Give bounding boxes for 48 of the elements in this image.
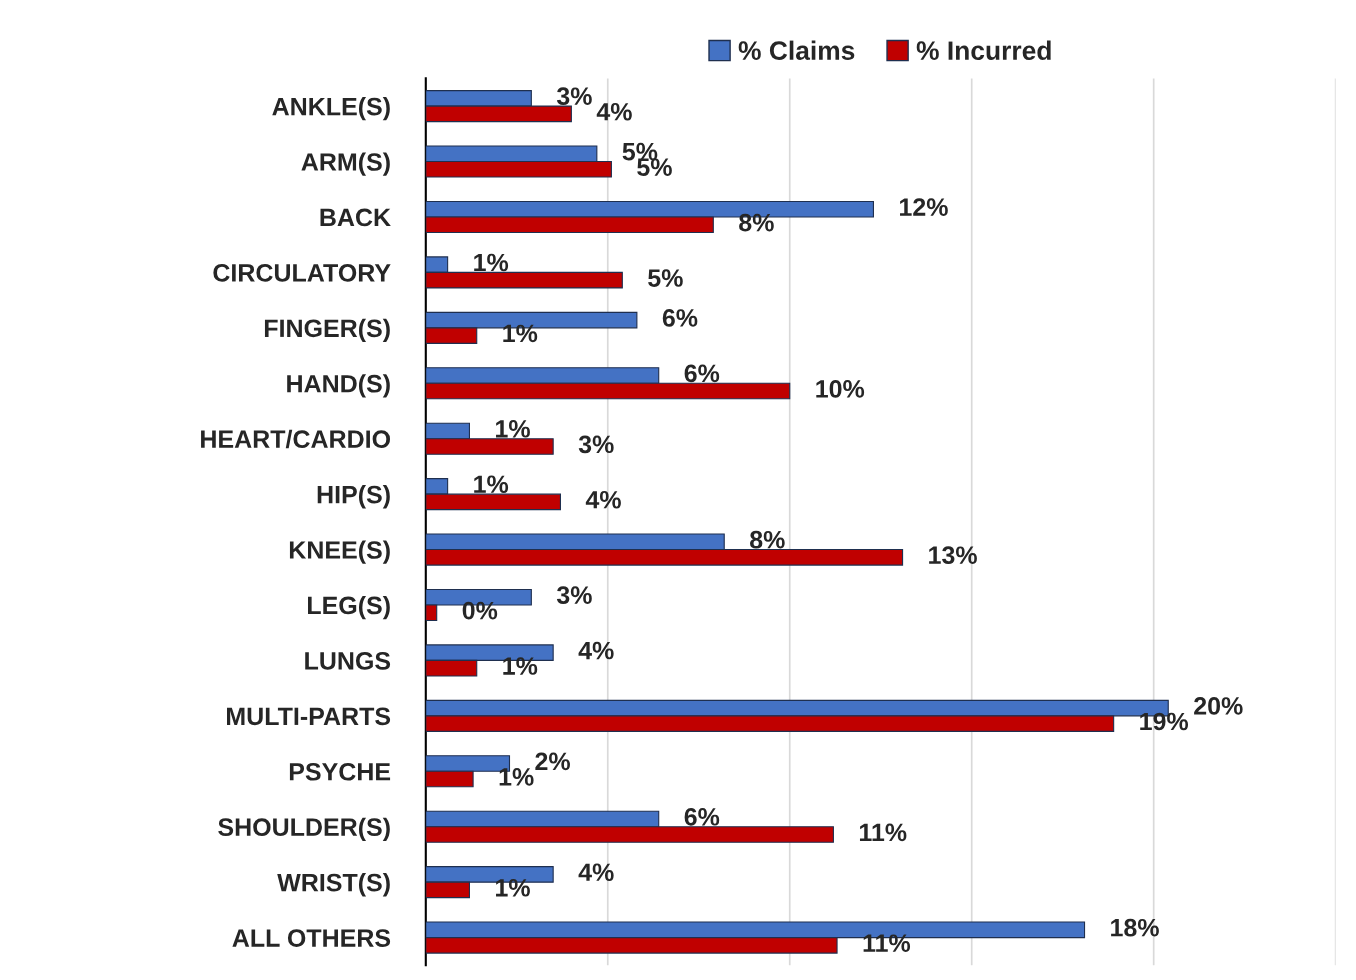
data-label: 12% [900,198,948,216]
y-tick-label: SHOULDER(S) [218,817,390,841]
data-label: 3% [556,586,592,604]
y-tick-label: KNEE(S) [289,540,390,564]
data-label: 6% [684,364,720,383]
data-label: 1% [503,324,538,343]
data-label: 1% [496,878,530,897]
y-tick-label: ALL OTHERS [232,929,391,947]
legend-label: % Claims [738,40,855,60]
data-label: 10% [816,380,865,398]
data-label: 0% [462,601,498,620]
data-label: 2% [535,752,570,771]
y-tick-label: LUNGS [305,652,391,670]
y-tick-label: HEART/CARDIO [201,429,391,449]
y-tick-label: CIRCULATORY [213,264,391,282]
data-label: 4% [596,102,632,121]
data-label: 1% [474,253,509,272]
y-tick-label: PSYCHE [289,762,391,781]
y-tick-label: HIP(S) [317,485,390,509]
data-label: 6% [684,807,720,826]
y-tick-label: BACK [320,208,391,227]
data-label: 19% [1140,712,1189,731]
data-label: 5% [648,269,683,287]
y-tick-label: ARM(S) [301,152,390,176]
data-label: 8% [750,530,785,549]
y-tick-label: WRIST(S) [277,873,390,897]
data-label: 1% [474,475,509,494]
y-tick-label: LEG(S) [308,595,390,620]
data-label: 18% [1111,918,1159,937]
data-label: 1% [496,420,530,438]
data-label: 6% [662,309,698,327]
y-tick-label: HAND(S) [287,374,390,398]
data-label: 11% [863,934,911,952]
data-label: 8% [739,213,774,232]
data-label: 1% [499,768,534,786]
y-tick-label: FINGER(S) [264,318,390,343]
data-label: 13% [929,546,977,565]
legend-label: % Incurred [916,40,1051,60]
data-label: 3% [556,87,592,106]
data-label: 20% [1194,697,1243,715]
data-label: 4% [578,641,614,660]
data-label: 4% [585,490,621,509]
data-label: 11% [859,823,907,842]
data-label: 1% [503,657,538,675]
y-tick-label: MULTI-PARTS [227,707,391,726]
y-tick-label: ANKLE(S) [272,97,390,121]
data-label: 4% [578,863,614,882]
data-label: 3% [578,435,614,454]
